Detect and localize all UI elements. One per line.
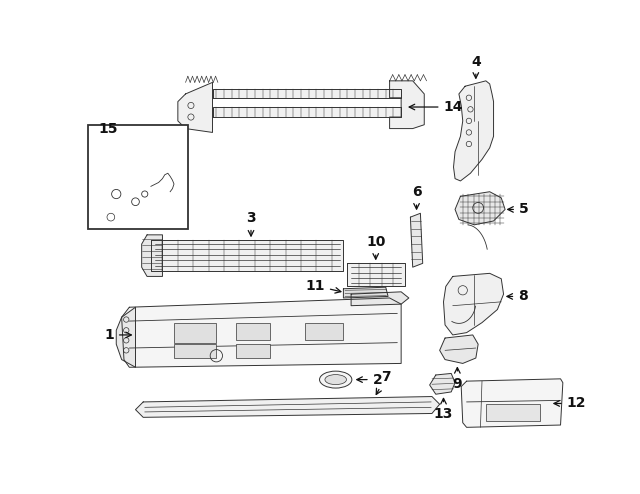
Polygon shape	[444, 273, 504, 335]
Polygon shape	[429, 373, 455, 394]
Polygon shape	[410, 213, 422, 267]
Polygon shape	[348, 263, 405, 287]
Bar	[486, 404, 540, 421]
Text: 10: 10	[366, 236, 385, 259]
Polygon shape	[344, 287, 388, 298]
Polygon shape	[101, 171, 151, 213]
Polygon shape	[93, 209, 132, 225]
Polygon shape	[212, 88, 401, 98]
Ellipse shape	[325, 374, 346, 385]
Text: 5: 5	[508, 203, 529, 216]
Ellipse shape	[319, 371, 352, 388]
Polygon shape	[151, 240, 344, 271]
Text: 8: 8	[507, 289, 528, 303]
Polygon shape	[116, 307, 136, 367]
Text: 13: 13	[434, 398, 453, 421]
Polygon shape	[390, 81, 424, 128]
Polygon shape	[178, 82, 212, 132]
Text: 4: 4	[471, 54, 481, 78]
Bar	[305, 323, 344, 340]
Text: 3: 3	[246, 211, 256, 236]
Text: 6: 6	[412, 185, 421, 209]
Polygon shape	[440, 335, 478, 364]
Polygon shape	[122, 298, 401, 367]
Bar	[174, 324, 216, 343]
Polygon shape	[212, 107, 401, 117]
Polygon shape	[351, 292, 409, 306]
Polygon shape	[136, 397, 440, 417]
Polygon shape	[454, 81, 493, 181]
Text: 15: 15	[99, 122, 118, 136]
Text: 9: 9	[452, 368, 462, 391]
Bar	[88, 124, 188, 229]
Text: 7: 7	[376, 370, 390, 394]
Bar	[174, 344, 216, 358]
Text: 2: 2	[357, 372, 383, 387]
Bar	[236, 324, 270, 340]
Text: 14: 14	[409, 100, 463, 114]
Bar	[236, 344, 270, 358]
Text: 12: 12	[554, 397, 586, 411]
Polygon shape	[141, 235, 163, 277]
Text: 11: 11	[305, 279, 341, 293]
Polygon shape	[455, 192, 505, 225]
Polygon shape	[461, 379, 563, 427]
Text: 1: 1	[104, 328, 131, 342]
